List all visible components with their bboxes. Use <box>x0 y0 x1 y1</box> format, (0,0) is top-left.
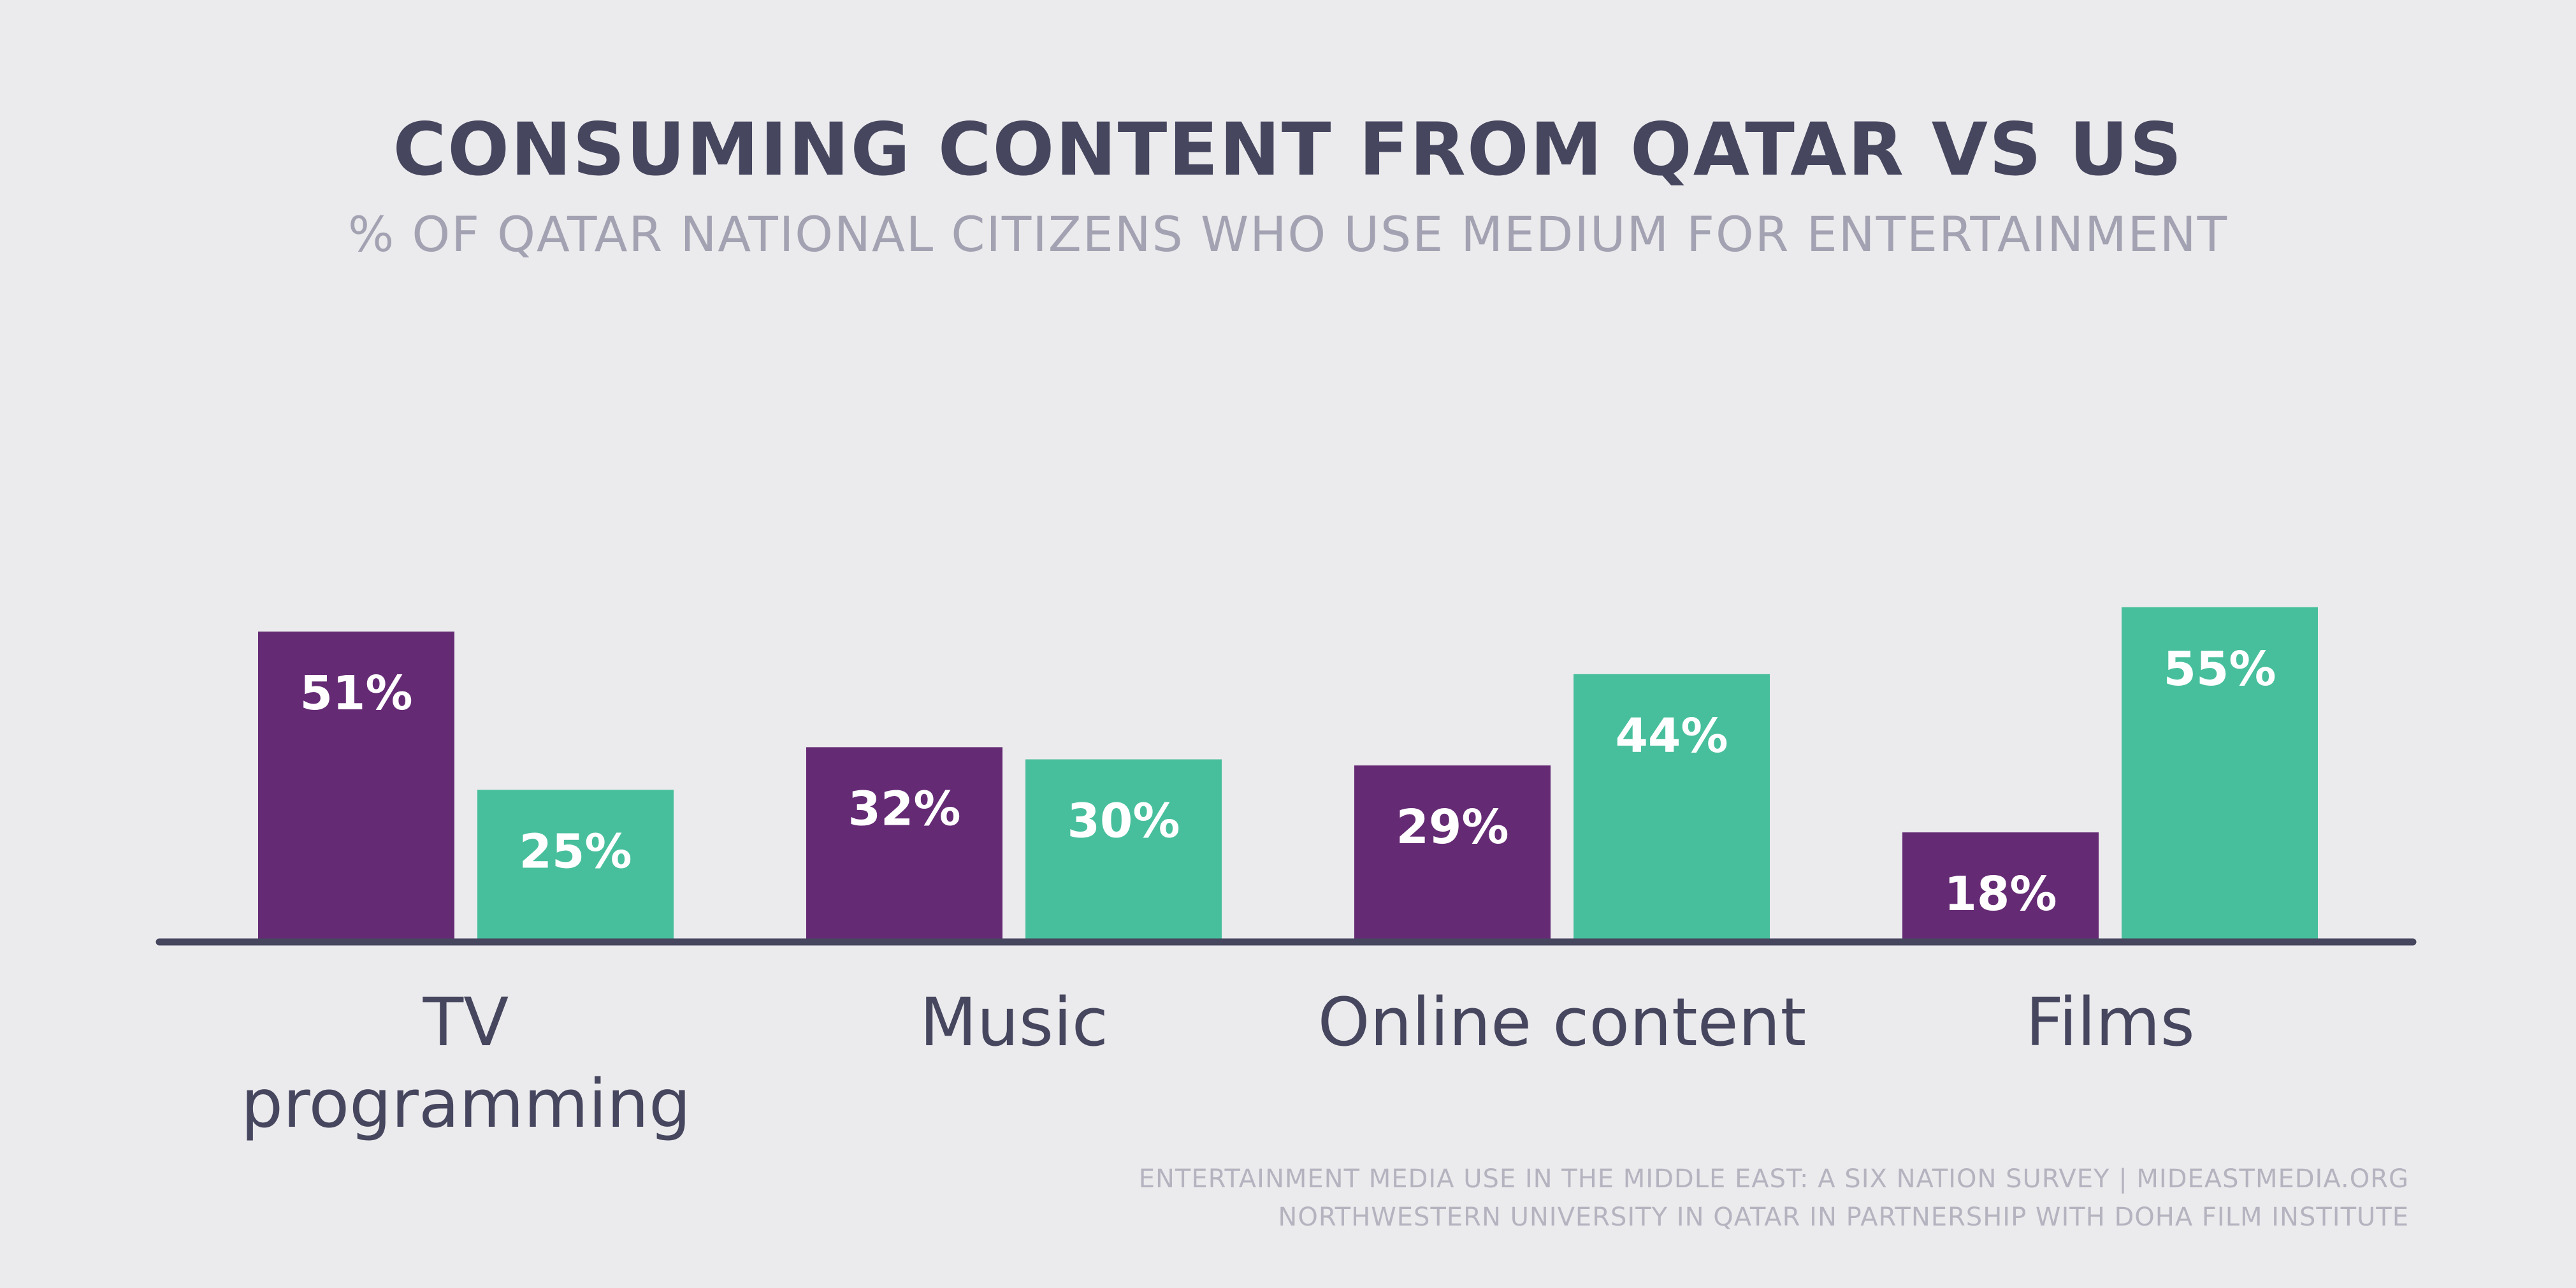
us-bar <box>1574 674 1770 942</box>
category-label: Films <box>2025 983 2195 1061</box>
qatar-bar <box>806 747 1002 942</box>
chart-title: CONSUMING CONTENT FROM QATAR VS US <box>393 107 2183 192</box>
bar-value-label: 29% <box>1396 800 1509 855</box>
bar-value-label: 51% <box>300 666 412 721</box>
bar-value-label: 32% <box>848 781 960 836</box>
us-bar <box>477 790 674 942</box>
qatar-bar <box>258 631 454 942</box>
category-label: TV <box>423 983 509 1061</box>
category-label: programming <box>241 1065 691 1143</box>
bar-value-label: 18% <box>1944 867 2057 922</box>
qatar-bar <box>1354 765 1551 942</box>
qatar-bar <box>1902 832 2099 942</box>
bar-value-label: 44% <box>1615 709 1728 763</box>
us-bar <box>1025 759 1222 942</box>
chart-subtitle: % OF QATAR NATIONAL CITIZENS WHO USE MED… <box>348 206 2228 263</box>
bar-value-label: 55% <box>2163 642 2276 697</box>
category-label: Online content <box>1318 983 1807 1061</box>
source-line-1: ENTERTAINMENT MEDIA USE IN THE MIDDLE EA… <box>1138 1164 2409 1194</box>
us-bar <box>2122 607 2318 942</box>
source-line-2: NORTHWESTERN UNIVERSITY IN QATAR IN PART… <box>1278 1203 2409 1232</box>
category-label: Music <box>920 983 1108 1061</box>
bar-value-label: 30% <box>1067 794 1180 849</box>
bar-value-label: 25% <box>519 824 632 879</box>
